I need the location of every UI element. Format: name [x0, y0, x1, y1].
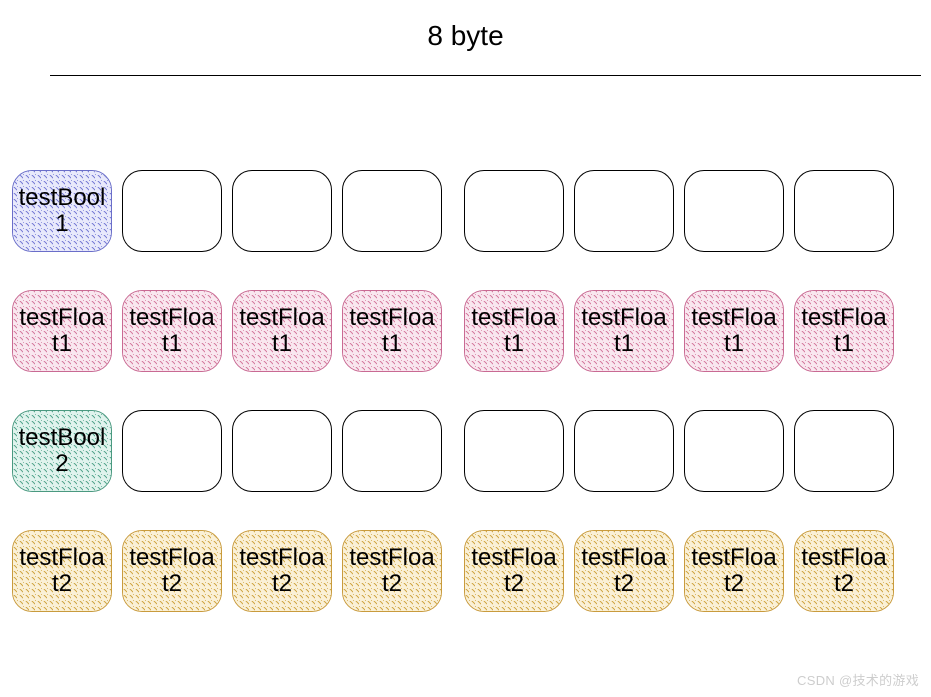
- cell-label: testBool1: [13, 183, 111, 240]
- byte-row: testFloat2 testFloat2 testFloat2 testFlo…: [12, 530, 921, 612]
- byte-row: testFloat1 testFloat1 testFloat1 testFlo…: [12, 290, 921, 372]
- byte-cell: [342, 170, 442, 252]
- byte-row: testBool2: [12, 410, 921, 492]
- cell-label: testFloat2: [13, 543, 111, 600]
- byte-cell: [794, 410, 894, 492]
- byte-cell: [122, 410, 222, 492]
- cell-label: [278, 209, 286, 213]
- byte-cell: testFloat1: [794, 290, 894, 372]
- page-title: 8 byte: [0, 0, 931, 52]
- byte-cell: testFloat1: [12, 290, 112, 372]
- cell-label: testFloat1: [575, 303, 673, 360]
- byte-cell: [574, 410, 674, 492]
- byte-cell: [684, 170, 784, 252]
- byte-cell: testBool1: [12, 170, 112, 252]
- cell-label: [730, 449, 738, 453]
- byte-cell: testFloat1: [232, 290, 332, 372]
- byte-cell: [232, 410, 332, 492]
- byte-cell: testFloat2: [684, 530, 784, 612]
- watermark-text: CSDN @技术的游戏: [797, 670, 919, 689]
- cell-label: testFloat2: [575, 543, 673, 600]
- byte-cell: testFloat2: [794, 530, 894, 612]
- byte-cell: [464, 410, 564, 492]
- byte-cell: testFloat2: [342, 530, 442, 612]
- cell-label: [278, 449, 286, 453]
- cell-label: testFloat2: [465, 543, 563, 600]
- cell-label: testFloat1: [343, 303, 441, 360]
- cell-label: testFloat1: [685, 303, 783, 360]
- byte-cell: testFloat1: [464, 290, 564, 372]
- byte-cell: testFloat1: [574, 290, 674, 372]
- cell-label: [510, 209, 518, 213]
- cell-label: [510, 449, 518, 453]
- cell-label: [168, 449, 176, 453]
- cell-label: testFloat1: [795, 303, 893, 360]
- cell-label: [840, 209, 848, 213]
- cell-label: testFloat2: [343, 543, 441, 600]
- cell-label: testBool2: [13, 423, 111, 480]
- cell-label: testFloat2: [233, 543, 331, 600]
- cell-label: [620, 449, 628, 453]
- byte-cell: [232, 170, 332, 252]
- byte-cell: [684, 410, 784, 492]
- byte-cell: testFloat1: [122, 290, 222, 372]
- cell-label: testFloat2: [795, 543, 893, 600]
- byte-cell: [794, 170, 894, 252]
- byte-cell: testFloat2: [12, 530, 112, 612]
- cell-label: [840, 449, 848, 453]
- cell-label: testFloat1: [123, 303, 221, 360]
- cell-label: testFloat2: [123, 543, 221, 600]
- byte-cell: [122, 170, 222, 252]
- byte-cell: [574, 170, 674, 252]
- cell-label: [168, 209, 176, 213]
- byte-cell: [342, 410, 442, 492]
- byte-cell: testFloat2: [232, 530, 332, 612]
- cell-label: testFloat1: [465, 303, 563, 360]
- byte-row: testBool1: [12, 170, 921, 252]
- cell-label: [620, 209, 628, 213]
- cell-label: [388, 449, 396, 453]
- byte-rows: testBool1 testFloat1 testFloat1 testFloa…: [12, 170, 921, 612]
- cell-label: testFloat2: [685, 543, 783, 600]
- byte-cell: testFloat2: [574, 530, 674, 612]
- cell-label: [388, 209, 396, 213]
- byte-cell: testBool2: [12, 410, 112, 492]
- cell-label: [730, 209, 738, 213]
- byte-cell: testFloat2: [122, 530, 222, 612]
- byte-cell: testFloat2: [464, 530, 564, 612]
- title-divider: [50, 75, 921, 76]
- cell-label: testFloat1: [13, 303, 111, 360]
- byte-cell: testFloat1: [342, 290, 442, 372]
- byte-cell: [464, 170, 564, 252]
- cell-label: testFloat1: [233, 303, 331, 360]
- byte-cell: testFloat1: [684, 290, 784, 372]
